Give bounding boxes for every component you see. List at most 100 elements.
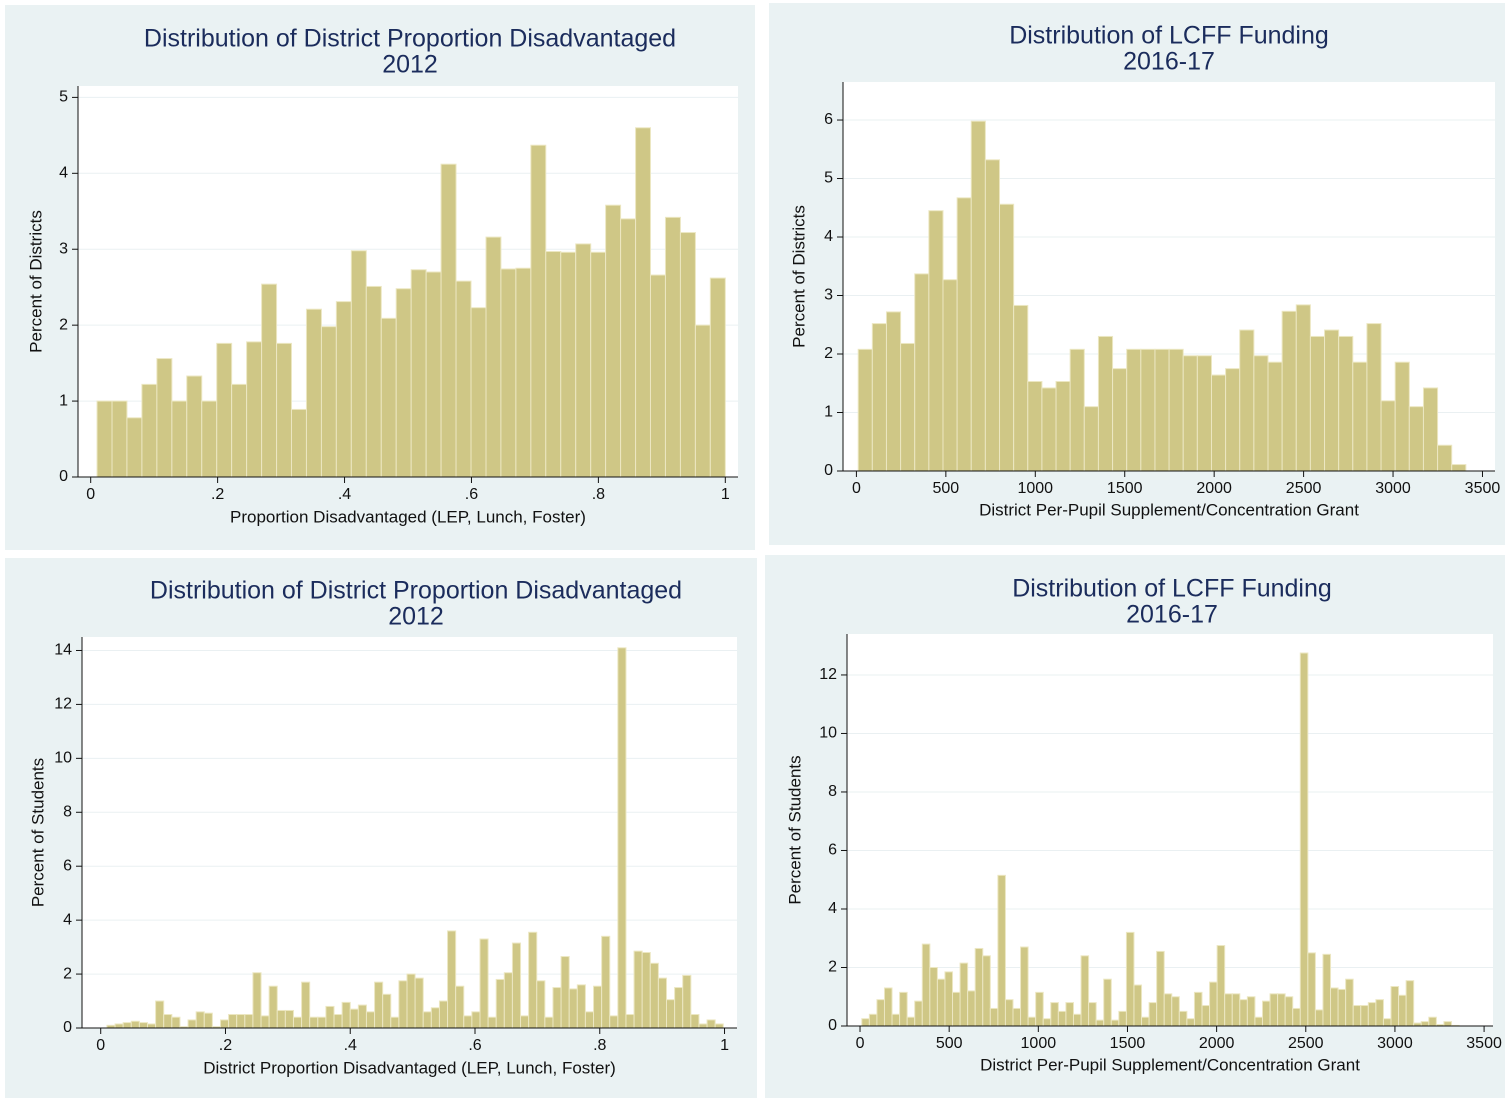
y-tick-label: 6 [63, 857, 72, 874]
bar [974, 947, 984, 1027]
x-axis-title: District Proportion Disadvantaged (LEP, … [203, 1058, 616, 1077]
bar [228, 1014, 238, 1029]
bar [1182, 355, 1198, 472]
chart-panel: 0 2 4 6 8 10 12 14 0 .2 .4 .6 .8 1 Distribution of Dis… [5, 558, 757, 1098]
y-tick-label: 6 [824, 111, 833, 128]
bar [1224, 993, 1233, 1027]
bar [252, 972, 262, 1029]
bar [195, 1011, 205, 1029]
bar [970, 120, 986, 472]
x-tick-label: 2000 [1199, 1035, 1235, 1052]
bar [936, 978, 946, 1027]
bar [1443, 1021, 1452, 1027]
bar [679, 232, 696, 478]
x-tick-label: .6 [468, 1037, 481, 1054]
y-tick-label: 0 [59, 468, 68, 485]
bar [944, 971, 954, 1027]
bar [605, 204, 622, 478]
bar [246, 341, 263, 478]
bar [147, 1023, 157, 1029]
chart-title: Distribution of LCFF Funding [1009, 22, 1329, 50]
y-tick-label: 2 [828, 959, 837, 976]
y-tick-label: 5 [59, 89, 68, 106]
y-tick-label: 8 [828, 783, 837, 800]
bar [1337, 988, 1347, 1027]
bar [1405, 980, 1415, 1027]
bar [126, 417, 143, 478]
bar [714, 1023, 724, 1029]
bar [231, 383, 248, 478]
bar [590, 251, 607, 478]
x-tick-label: 3500 [1466, 1035, 1502, 1052]
bar [1083, 406, 1099, 472]
bar [349, 1008, 359, 1029]
bar [276, 342, 292, 478]
bar [1269, 993, 1279, 1027]
y-tick-label: 2 [63, 965, 72, 982]
bar [268, 985, 278, 1029]
x-tick-label: 500 [936, 1035, 963, 1052]
bar [1422, 387, 1439, 472]
x-tick-label: .4 [344, 1037, 357, 1054]
bar [942, 279, 958, 472]
bar [1196, 355, 1212, 472]
bar [921, 943, 931, 1027]
bar [617, 647, 627, 1029]
chart-subtitle: 2016-17 [1123, 48, 1215, 76]
bar [914, 1000, 923, 1027]
bar [1231, 993, 1241, 1027]
bar [1420, 1021, 1430, 1027]
bar [1307, 952, 1316, 1027]
chart-panel: 0 2 4 6 8 10 12 0 500 1000 1500 2000 2500 3000 3500 Dis… [765, 555, 1505, 1098]
bar [503, 972, 513, 1029]
bar [320, 326, 337, 478]
bar [1380, 400, 1396, 472]
bar [1254, 1016, 1263, 1027]
bar [1352, 361, 1368, 472]
bar [1171, 996, 1180, 1027]
bar [694, 324, 711, 478]
bar [487, 1016, 497, 1029]
x-axis-title: District Per-Pupil Supplement/Concentrat… [979, 500, 1359, 519]
bar [430, 1007, 440, 1029]
bar [114, 1023, 124, 1029]
bar [1345, 978, 1354, 1027]
bar [1055, 381, 1071, 472]
bar [635, 127, 651, 478]
bar [883, 987, 893, 1027]
bar [335, 301, 352, 478]
x-tick-label: 2500 [1288, 1035, 1324, 1052]
x-tick-label: 1500 [1110, 1035, 1146, 1052]
bar [1390, 986, 1400, 1027]
bar [929, 966, 938, 1027]
bar [186, 375, 203, 478]
bar [885, 311, 902, 472]
bar [1352, 1005, 1362, 1027]
bar [1095, 1019, 1105, 1027]
y-tick-label: 12 [819, 666, 837, 683]
bar [1314, 1009, 1324, 1027]
bar [698, 1023, 708, 1029]
chart-subtitle: 2016-17 [1126, 601, 1218, 629]
bar [495, 978, 505, 1029]
bar [1437, 444, 1453, 472]
chart-panel: 0 1 2 3 4 5 6 0 500 1000 1500 2000 2500 3000 3500 Distr… [769, 3, 1505, 545]
bar [485, 236, 502, 478]
bar [317, 1016, 327, 1029]
bar [1246, 996, 1256, 1027]
x-tick-label: .8 [592, 486, 605, 503]
bar [301, 981, 311, 1029]
bar [422, 1011, 432, 1029]
bar [455, 280, 472, 478]
bar [1013, 304, 1029, 472]
bar [1168, 348, 1184, 472]
bar [325, 1005, 335, 1029]
bar [390, 1016, 400, 1029]
bar [1154, 348, 1170, 472]
bar [276, 1009, 286, 1029]
bar [928, 210, 944, 472]
bar [309, 1016, 319, 1029]
bar [511, 942, 522, 1029]
bar [261, 283, 278, 478]
bar [96, 400, 113, 478]
